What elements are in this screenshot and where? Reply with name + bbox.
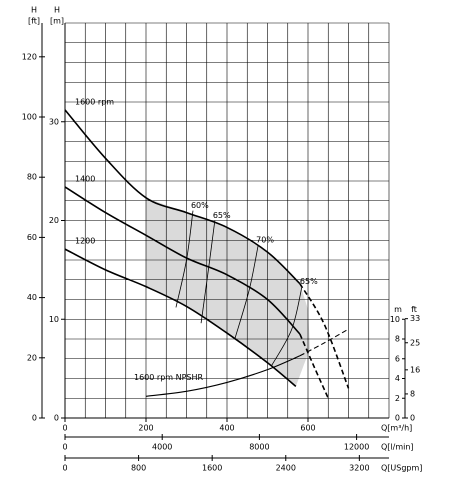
npsh-m-label: m [394, 305, 402, 314]
efficiency-label: 70% [256, 236, 274, 245]
secondary-x-label: Q[USgpm] [381, 464, 422, 473]
y-axis-title: H [54, 6, 60, 15]
y-ft-tick-label: 40 [27, 293, 37, 302]
curve [64, 109, 301, 285]
y-ft-tick-label: 120 [22, 52, 37, 61]
x-tick-label: 400 [219, 424, 234, 433]
secondary-x-tick-label: 12000 [344, 443, 369, 452]
secondary-x-tick-label: 2400 [276, 464, 296, 473]
secondary-x-tick-label: 3200 [349, 464, 369, 473]
npsh-m-tick-label: 10 [390, 315, 400, 324]
efficiency-region [146, 197, 311, 387]
curve [175, 210, 194, 308]
x-tick-label: 0 [62, 424, 67, 433]
curve [299, 328, 349, 357]
secondary-x-tick-label: 8000 [249, 443, 269, 452]
y-tick-label: 10 [49, 315, 59, 324]
curve [299, 333, 329, 399]
y-ft-tick-label: 60 [27, 233, 37, 242]
npsh-ft-tick-label: 33 [410, 314, 420, 323]
curve [299, 283, 350, 389]
curve [145, 355, 301, 397]
efficiency-label: 65% [213, 211, 231, 220]
curve [200, 220, 216, 324]
npsh-m-tick-label: 0 [395, 414, 400, 423]
secondary-x-tick-label: 1600 [202, 464, 222, 473]
efficiency-label: 60% [191, 201, 209, 210]
npsh-ft-tick-label: 25 [410, 338, 420, 347]
npsh-ft-tick-label: 0 [410, 414, 415, 423]
x-tick-label: 200 [138, 424, 153, 433]
npsh-m-tick-label: 4 [395, 374, 400, 383]
secondary-x-tick-label: 4000 [152, 443, 172, 452]
efficiency-label: 65% [300, 277, 318, 286]
y-tick-label: 30 [49, 117, 59, 126]
secondary-x-tick-label: 0 [62, 464, 67, 473]
npshr-label: 1600 rpm NPSHR [134, 373, 204, 382]
y-tick-label: 20 [49, 216, 59, 225]
curve-label: 1600 rpm [75, 97, 114, 106]
curve [271, 286, 303, 366]
x-tick-label: 600 [300, 424, 315, 433]
curve-label: 1400 [75, 174, 95, 183]
y-ft-title: H [31, 6, 37, 15]
npsh-ft-label: ft [411, 305, 417, 314]
npsh-m-tick-label: 8 [395, 335, 400, 344]
y-ft-tick-label: 100 [22, 113, 37, 122]
y-ft-tick-label: 20 [27, 353, 37, 362]
x-axis-label: Q[m³/h] [381, 424, 412, 433]
npsh-ft-tick-label: 16 [410, 365, 420, 374]
y-tick-label: 0 [54, 414, 59, 423]
y-ft-tick-label: 80 [27, 173, 37, 182]
y-ft-label: [ft] [28, 17, 40, 26]
npsh-m-tick-label: 6 [395, 354, 400, 363]
secondary-x-tick-label: 800 [131, 464, 146, 473]
curve [234, 245, 259, 339]
secondary-x-tick-label: 0 [62, 443, 67, 452]
npsh-m-tick-label: 2 [395, 394, 400, 403]
y-ft-tick-label: 0 [32, 414, 37, 423]
npsh-ft-tick-label: 8 [410, 389, 415, 398]
secondary-x-label: Q[l/min] [381, 443, 414, 452]
curve-label: 1200 [75, 237, 95, 246]
curve [64, 248, 297, 388]
y-axis-label: [m] [50, 17, 64, 26]
